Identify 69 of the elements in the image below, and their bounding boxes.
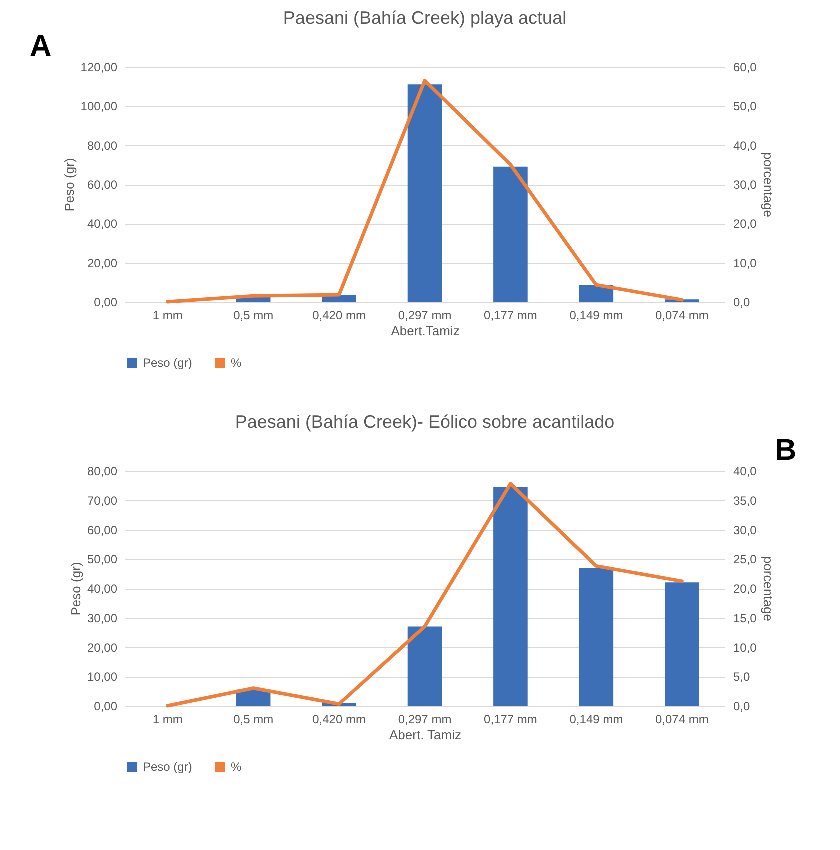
y-axis-title: Peso (gr) [62, 158, 77, 212]
x-tick-label: 0,149 mm [570, 712, 624, 726]
x-tick-label: 0,149 mm [570, 308, 624, 322]
bar [494, 166, 528, 302]
x-tick-label: 1 mm [152, 712, 183, 726]
x-tick-label: 0,5 mm [234, 712, 274, 726]
y-tick-label: 60,00 [87, 523, 118, 538]
y2-tick-label: 40,0 [734, 138, 758, 153]
x-axis-title: Abert.Tamiz [391, 324, 460, 338]
x-tick-label: 0,177 mm [484, 712, 538, 726]
y2-tick-label: 20,0 [734, 582, 758, 596]
text: B [775, 434, 797, 467]
x-tick-label: 0,074 mm [655, 308, 709, 322]
y-tick-label: 30,00 [87, 611, 118, 626]
y-tick-label: 120,00 [80, 60, 118, 74]
chart-title: Paesani (Bahía Creek)- Eólico sobre acantilado [235, 412, 615, 432]
y-tick-label: 100,00 [80, 100, 118, 114]
text: A [30, 30, 52, 63]
y-tick-label: 0,00 [94, 296, 118, 310]
y2-tick-label: 35,0 [734, 494, 758, 508]
legend-label: Peso (gr) [143, 760, 192, 774]
y2-tick-label: 30,0 [734, 523, 758, 538]
chart-title: Paesani (Bahía Creek) playa actual [283, 8, 567, 28]
x-tick-label: 0,420 mm [312, 712, 366, 726]
y2-tick-label: 30,0 [734, 178, 758, 192]
y2-tick-label: 0,0 [734, 296, 751, 310]
x-tick-label: 0,5 mm [234, 308, 274, 322]
y-tick-label: 80,00 [87, 464, 118, 478]
y2-tick-label: 0,0 [734, 700, 751, 714]
bar [408, 626, 442, 706]
x-tick-label: 0,297 mm [398, 308, 452, 322]
bar [408, 84, 442, 302]
x-tick-label: 1 mm [152, 308, 183, 322]
bar [494, 487, 528, 706]
y-tick-label: 80,00 [87, 138, 118, 153]
y-tick-label: 10,00 [87, 670, 118, 684]
y2-tick-label: 10,0 [734, 256, 758, 270]
x-tick-label: 0,177 mm [484, 308, 538, 322]
y-tick-label: 70,00 [87, 494, 118, 508]
y2-tick-label: 60,0 [734, 60, 758, 74]
bar [665, 582, 700, 706]
x-tick-label: 0,420 mm [312, 308, 366, 322]
legend-label: % [231, 356, 242, 370]
bar [579, 285, 614, 302]
y2-axis-title: porcentage [760, 556, 776, 622]
y2-axis-title: porcentage [760, 152, 776, 218]
legend-label: Peso (gr) [143, 356, 192, 370]
x-axis-title: Abert. Tamiz [389, 728, 462, 742]
x-tick-label: 0,074 mm [655, 712, 709, 726]
y2-tick-label: 40,0 [734, 464, 758, 478]
y2-tick-label: 5,0 [734, 670, 751, 684]
y-tick-label: 0,00 [94, 700, 118, 714]
y-axis-title: Peso (gr) [68, 562, 84, 616]
y-tick-label: 40,00 [87, 582, 118, 596]
y2-tick-label: 25,0 [734, 552, 758, 567]
y-tick-label: 20,00 [87, 256, 118, 270]
line-series [166, 482, 684, 708]
x-tick-label: 0,297 mm [398, 712, 452, 726]
y-tick-label: 20,00 [87, 640, 118, 655]
y2-tick-label: 15,0 [734, 611, 758, 626]
line-series [166, 78, 684, 304]
bar [579, 568, 614, 706]
legend-label: % [231, 760, 242, 774]
y-tick-label: 60,00 [87, 178, 118, 192]
y-tick-label: 50,00 [87, 552, 118, 567]
y2-tick-label: 50,0 [734, 100, 758, 114]
y2-tick-label: 20,0 [734, 217, 758, 232]
y2-tick-label: 10,0 [734, 640, 758, 655]
y-tick-label: 40,00 [87, 217, 118, 232]
